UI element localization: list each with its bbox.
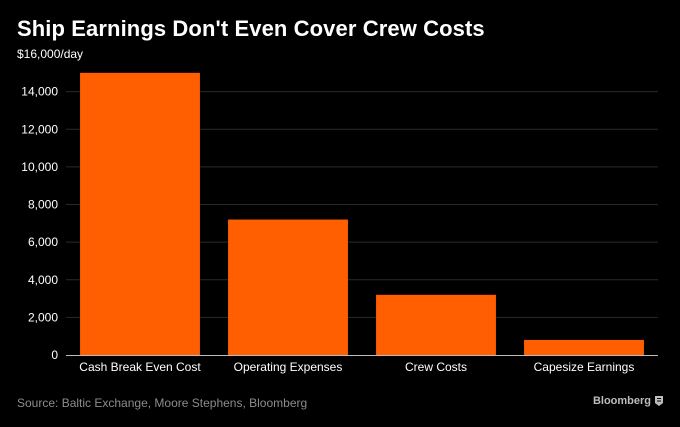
bar (80, 72, 200, 355)
x-tick-label: Capesize Earnings (534, 360, 635, 374)
y-tick-label: 0 (51, 348, 58, 362)
bar (228, 219, 348, 355)
x-axis-labels: Cash Break Even Cost Operating Expenses Cr… (79, 360, 634, 374)
y-tick-label: 6,000 (28, 235, 58, 249)
x-tick-label: Crew Costs (405, 360, 467, 374)
bar (376, 294, 496, 355)
x-tick-label: Cash Break Even Cost (79, 360, 201, 374)
y-tick-label: 8,000 (28, 198, 58, 212)
source-note: Source: Baltic Exchange, Moore Stephens,… (17, 396, 308, 410)
y-tick-label: 12,000 (21, 122, 58, 136)
bloomberg-mark-icon (655, 396, 663, 406)
bar (524, 339, 644, 355)
y-unit-label: $16,000/day (17, 47, 83, 61)
y-axis-ticks: $16,000/day 0 2,000 4,000 6,000 8,000 10,000 12… (17, 47, 83, 362)
brand-logo: Bloomberg (592, 395, 651, 407)
y-tick-label: 10,000 (21, 160, 58, 174)
y-tick-label: 4,000 (28, 273, 58, 287)
x-tick-label: Operating Expenses (234, 360, 343, 374)
bars (80, 72, 644, 355)
y-tick-label: 14,000 (21, 85, 58, 99)
y-tick-label: 2,000 (28, 310, 58, 324)
chart-title: Ship Earnings Don't Even Cover Crew Cost… (17, 16, 485, 41)
